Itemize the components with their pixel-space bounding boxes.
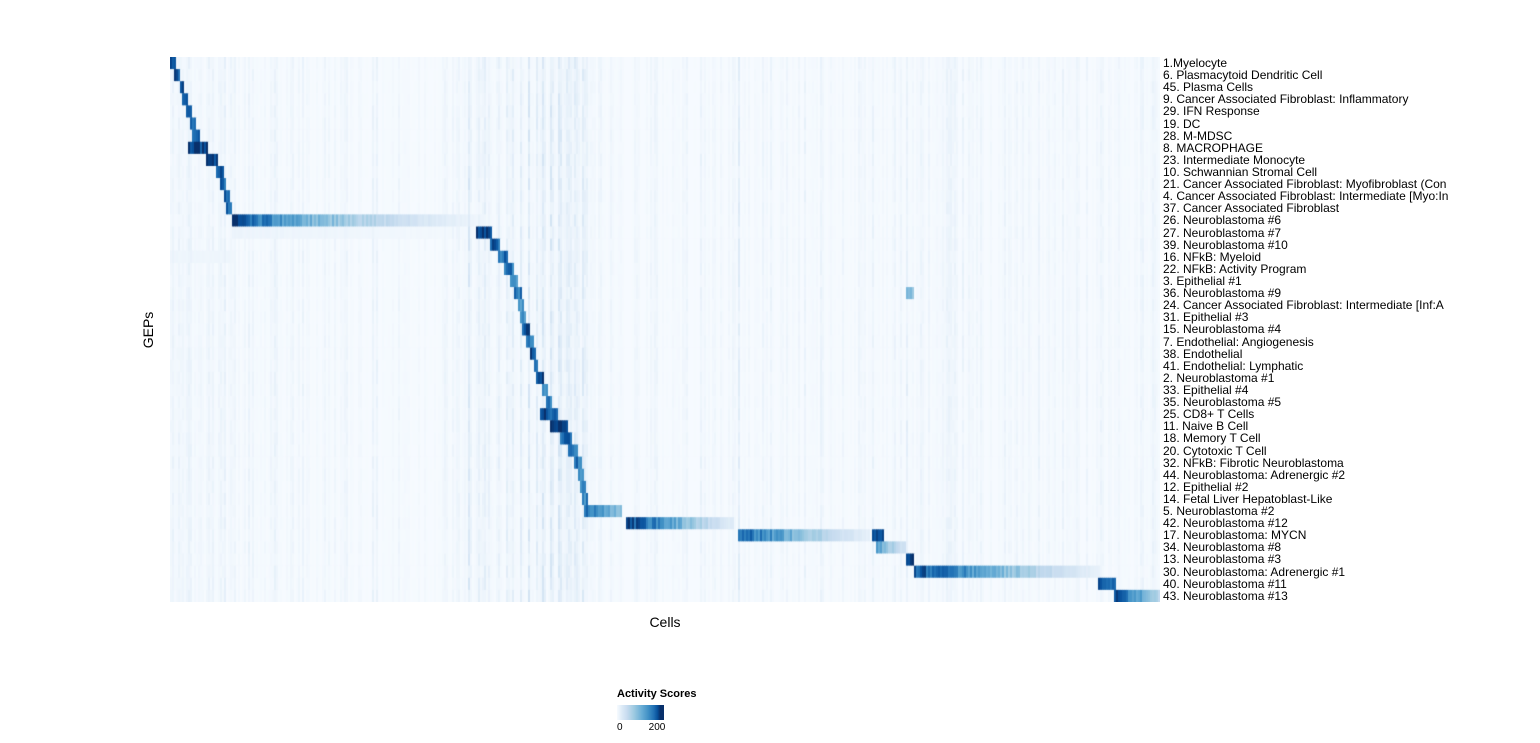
row-labels: 1.Myelocyte 6. Plasmacytoid Dendritic Cel… bbox=[1163, 57, 1540, 602]
row-label: 30. Neuroblastoma: Adrenergic #1 bbox=[1163, 564, 1346, 579]
row-label: 38. Endothelial bbox=[1163, 346, 1243, 361]
row-label: 20. Cytotoxic T Cell bbox=[1163, 443, 1267, 458]
row-label: 22. NFkB: Activity Program bbox=[1163, 261, 1307, 276]
row-label: 13. Neuroblastoma #3 bbox=[1163, 552, 1282, 567]
y-axis-label: GEPs bbox=[140, 311, 156, 349]
legend-tick-max: 200 bbox=[648, 722, 666, 733]
row-label: 29. IFN Response bbox=[1163, 104, 1260, 119]
row-label: 18. Memory T Cell bbox=[1163, 431, 1261, 446]
row-label: 8. MACROPHAGE bbox=[1163, 140, 1264, 155]
row-label: 2. Neuroblastoma #1 bbox=[1163, 370, 1275, 385]
row-label: 16. NFkB: Myeloid bbox=[1163, 249, 1262, 264]
legend-title: Activity Scores bbox=[617, 688, 697, 700]
row-label: 42. Neuroblastoma #12 bbox=[1163, 516, 1288, 531]
legend-colorbar-gradient bbox=[617, 705, 664, 720]
row-label: 43. Neuroblastoma #13 bbox=[1163, 588, 1288, 602]
x-axis-label: Cells bbox=[649, 614, 681, 630]
heatmap-canvas bbox=[170, 57, 1160, 602]
row-label: 41. Endothelial: Lymphatic bbox=[1163, 358, 1304, 373]
row-label: 12. Epithelial #2 bbox=[1163, 479, 1249, 494]
row-label: 4. Cancer Associated Fibroblast: Interme… bbox=[1163, 189, 1449, 204]
row-label: 5. Neuroblastoma #2 bbox=[1163, 504, 1275, 519]
row-label: 7. Endothelial: Angiogenesis bbox=[1163, 334, 1314, 349]
row-label: 35. Neuroblastoma #5 bbox=[1163, 395, 1282, 410]
row-label: 19. DC bbox=[1163, 116, 1201, 131]
row-label: 9. Cancer Associated Fibroblast: Inflamm… bbox=[1163, 92, 1409, 107]
row-label: 10. Schwannian Stromal Cell bbox=[1163, 164, 1318, 179]
row-label: 33. Epithelial #4 bbox=[1163, 382, 1249, 397]
row-label: 44. Neuroblastoma: Adrenergic #2 bbox=[1163, 467, 1346, 482]
row-label: 45. Plasma Cells bbox=[1163, 80, 1254, 95]
row-label: 14. Fetal Liver Hepatoblast-Like bbox=[1163, 491, 1333, 506]
row-label: 39. Neuroblastoma #10 bbox=[1163, 237, 1288, 252]
row-label: 31. Epithelial #3 bbox=[1163, 310, 1249, 325]
row-label: 34. Neuroblastoma #8 bbox=[1163, 540, 1282, 555]
row-label: 37. Cancer Associated Fibroblast bbox=[1163, 201, 1340, 216]
row-label: 21. Cancer Associated Fibroblast: Myofib… bbox=[1163, 177, 1447, 192]
row-label: 17. Neuroblastoma: MYCN bbox=[1163, 528, 1307, 543]
row-label: 27. Neuroblastoma #7 bbox=[1163, 225, 1282, 240]
row-label: 25. CD8+ T Cells bbox=[1163, 407, 1255, 422]
row-label: 15. Neuroblastoma #4 bbox=[1163, 322, 1282, 337]
row-label: 40. Neuroblastoma #11 bbox=[1163, 576, 1287, 591]
legend-tick-min: 0 bbox=[617, 722, 623, 733]
legend-ticks: 0 200 bbox=[617, 722, 737, 734]
row-label: 6. Plasmacytoid Dendritic Cell bbox=[1163, 68, 1323, 83]
row-label: 3. Epithelial #1 bbox=[1163, 273, 1242, 288]
row-label: 26. Neuroblastoma #6 bbox=[1163, 213, 1282, 228]
row-label: 24. Cancer Associated Fibroblast: Interm… bbox=[1163, 298, 1444, 313]
row-label: 11. Naive B Cell bbox=[1163, 419, 1249, 434]
row-label: 23. Intermediate Monocyte bbox=[1163, 152, 1306, 167]
row-label: 32. NFkB: Fibrotic Neuroblastoma bbox=[1163, 455, 1344, 470]
legend: Activity Scores 0 200 bbox=[617, 688, 737, 734]
row-label: 28. M-MDSC bbox=[1163, 128, 1233, 143]
row-label: 1.Myelocyte bbox=[1163, 57, 1228, 70]
row-label: 36. Neuroblastoma #9 bbox=[1163, 286, 1282, 301]
